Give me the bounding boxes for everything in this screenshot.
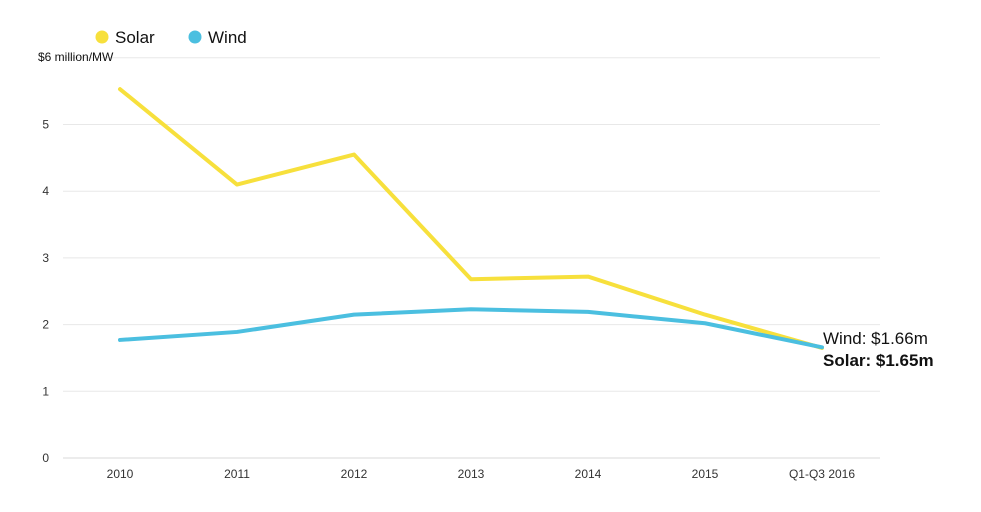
y-tick-label: 3 <box>42 251 49 265</box>
series-lines <box>118 87 824 350</box>
legend-label-wind: Wind <box>208 28 247 47</box>
x-tick-label: 2013 <box>458 467 485 481</box>
x-tick-label: 2012 <box>341 467 368 481</box>
x-tick-label: Q1-Q3 2016 <box>789 467 855 481</box>
series-line-solar <box>118 87 824 350</box>
legend-label-solar: Solar <box>115 28 155 47</box>
x-tick-label: 2015 <box>692 467 719 481</box>
x-tick-label: 2010 <box>107 467 134 481</box>
y-tick-label: 5 <box>42 118 49 132</box>
x-tick-label: 2011 <box>224 467 250 481</box>
y-tick-label: 2 <box>42 318 49 332</box>
y-axis-ticks: 0 1 2 3 4 5 <box>42 118 49 466</box>
end-annotation: Wind: $1.66m <box>823 329 928 348</box>
series-line-wind <box>118 307 824 350</box>
y-tick-label: 1 <box>42 384 49 398</box>
end-annotation: Solar: $1.65m <box>823 351 934 370</box>
legend-swatch-wind <box>188 30 202 44</box>
y-tick-label: 4 <box>42 184 49 198</box>
y-unit-label: $6 million/MW <box>38 50 114 64</box>
x-axis-ticks: 2010 2011 2012 2013 2014 2015 Q1-Q3 2016 <box>107 467 856 481</box>
end-annotations: Wind: $1.66m Solar: $1.65m <box>823 329 934 370</box>
legend: Solar Wind <box>95 28 247 47</box>
legend-swatch-solar <box>95 30 109 44</box>
x-tick-label: 2014 <box>575 467 602 481</box>
gridlines <box>63 57 880 459</box>
y-tick-label: 0 <box>42 451 49 465</box>
